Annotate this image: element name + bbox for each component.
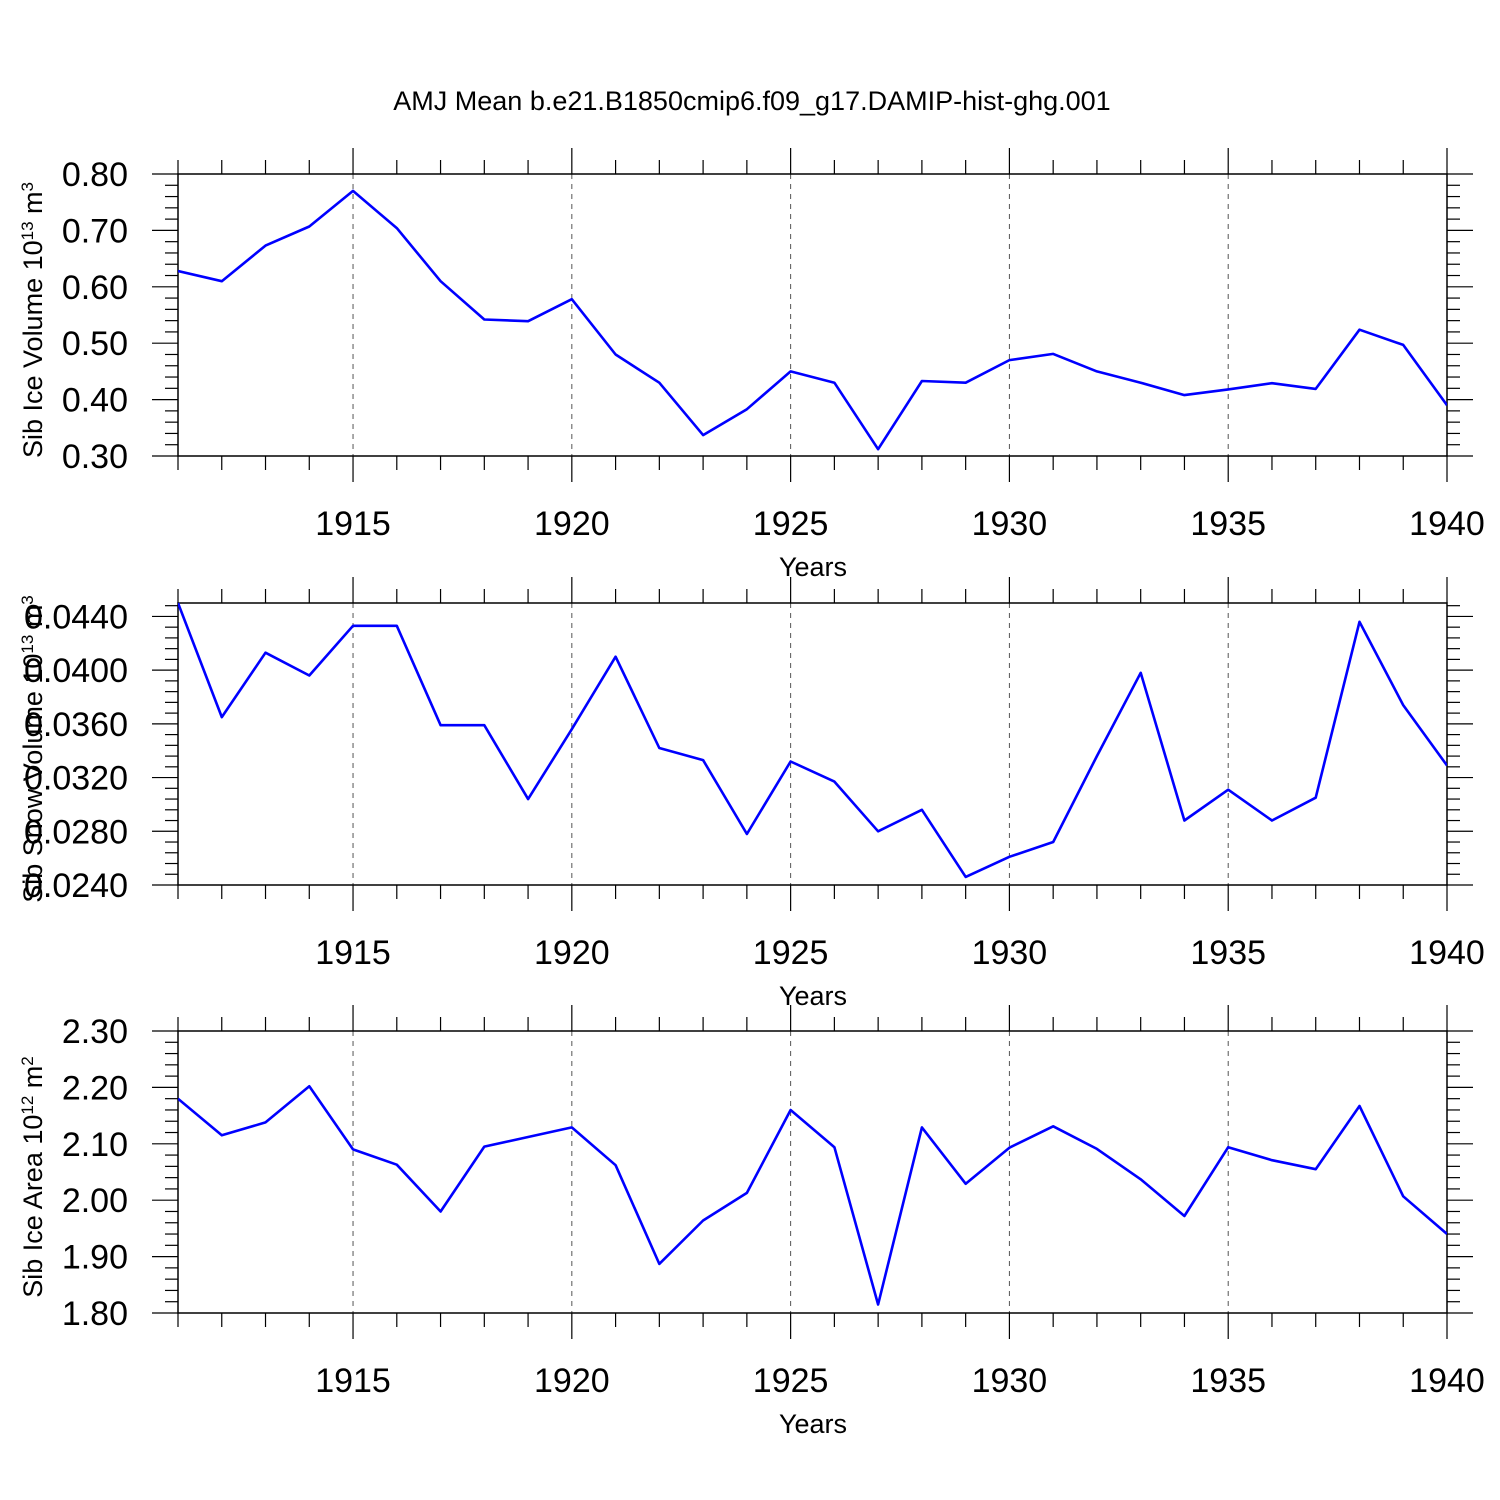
x-tick-label-1925: 1925	[753, 1362, 829, 1400]
x-tick-label-1930: 1930	[972, 934, 1048, 972]
y-tick-label: 0.50	[62, 325, 128, 363]
chart-panel-2: 0.0440 0.0400 0.0360 0.0320 0.0280 0.0240 1915…	[18, 577, 1485, 1011]
x-tick-label-1930: 1930	[972, 1362, 1048, 1400]
y-tick-label: 0.0440	[24, 598, 128, 636]
y-axis-label: Sib Ice Area 1012 m2	[18, 1056, 49, 1298]
x-tick-label-1940: 1940	[1409, 505, 1485, 543]
y-tick-label: 2.10	[62, 1126, 128, 1164]
panels: 0.80 0.70 0.60 0.50 0.40 0.30 1915 1920 1925 1930…	[18, 148, 1485, 1439]
x-tick-label-1925: 1925	[753, 934, 829, 972]
x-tick-label-1935: 1935	[1190, 934, 1266, 972]
x-tick-label-1930: 1930	[972, 505, 1048, 543]
y-tick-label: 1.90	[62, 1239, 128, 1277]
x-tick-label-1940: 1940	[1409, 1362, 1485, 1400]
x-tick-label-1920: 1920	[534, 505, 610, 543]
x-tick-label-1920: 1920	[534, 934, 610, 972]
x-tick-label-1935: 1935	[1190, 1362, 1266, 1400]
y-axis-label: Sib Snow Volume 1013 m3	[18, 595, 49, 903]
chart-panel-1: 0.80 0.70 0.60 0.50 0.40 0.30 1915 1920 1925 1930…	[18, 148, 1485, 582]
chart-panel-3: 2.30 2.20 2.10 2.00 1.90 1.80 1915 1920 1925 1930…	[18, 1005, 1485, 1439]
figure-title: AMJ Mean b.e21.B1850cmip6.f09_g17.DAMIP-…	[393, 86, 1110, 116]
y-tick-label: 0.0320	[24, 760, 128, 798]
y-tick-label: 0.60	[62, 269, 128, 307]
y-tick-label: 0.0280	[24, 813, 128, 851]
y-tick-label: 2.20	[62, 1069, 128, 1107]
y-tick-label: 0.80	[62, 156, 128, 194]
y-tick-label: 2.00	[62, 1182, 128, 1220]
x-tick-label-1925: 1925	[753, 505, 829, 543]
x-axis-label: Years	[779, 1409, 847, 1439]
series-line-1	[178, 189, 1447, 451]
y-tick-label: 0.30	[62, 438, 128, 476]
x-axis-label: Years	[779, 981, 847, 1011]
y-tick-label: 0.0360	[24, 706, 128, 744]
series-line-1	[178, 1085, 1447, 1306]
plot-frame	[177, 602, 1448, 886]
y-tick-label: 0.0240	[24, 867, 128, 905]
y-tick-label: 1.80	[62, 1295, 128, 1333]
y-tick-label: 0.0400	[24, 652, 128, 690]
y-tick-label: 0.70	[62, 212, 128, 250]
x-tick-label-1915: 1915	[315, 505, 391, 543]
x-tick-label-1920: 1920	[534, 1362, 610, 1400]
x-tick-label-1915: 1915	[315, 1362, 391, 1400]
x-tick-label-1940: 1940	[1409, 934, 1485, 972]
y-axis-label: Sib Ice Volume 1013 m3	[18, 182, 49, 458]
y-tick-label: 0.40	[62, 382, 128, 420]
x-axis-label: Years	[779, 552, 847, 582]
y-tick-label: 2.30	[62, 1013, 128, 1051]
x-tick-label-1935: 1935	[1190, 505, 1266, 543]
series-line-1	[178, 602, 1447, 879]
plot-frame	[177, 173, 1448, 457]
plot-frame	[177, 1030, 1448, 1314]
x-tick-label-1915: 1915	[315, 934, 391, 972]
